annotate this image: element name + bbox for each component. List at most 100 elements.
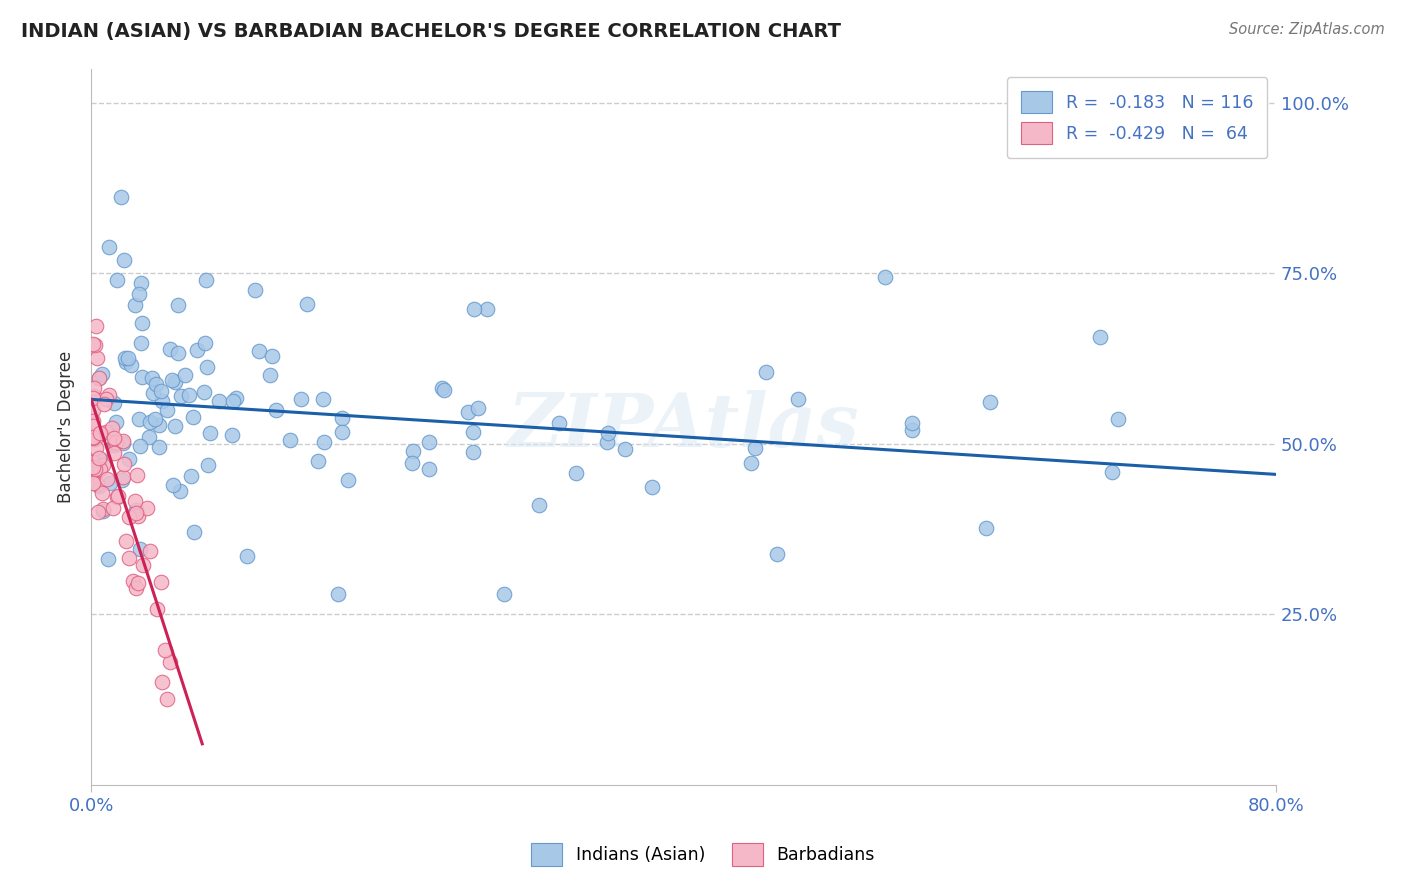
Point — [167, 345, 190, 359]
Point — [492, 587, 515, 601]
Point — [143, 411, 166, 425]
Point — [105, 490, 128, 504]
Point — [169, 484, 191, 499]
Point — [91, 458, 114, 473]
Point — [786, 392, 808, 406]
Point — [103, 445, 125, 459]
Point — [901, 423, 924, 437]
Point — [82, 402, 104, 417]
Point — [197, 458, 219, 472]
Point — [94, 425, 117, 439]
Point — [264, 402, 287, 417]
Point — [432, 381, 454, 395]
Point — [221, 428, 243, 442]
Point — [82, 336, 104, 351]
Point — [118, 551, 141, 566]
Point — [117, 452, 139, 467]
Point — [86, 318, 108, 333]
Point — [150, 394, 173, 409]
Point — [103, 395, 125, 409]
Point — [84, 338, 107, 352]
Point — [129, 335, 152, 350]
Point — [82, 455, 104, 469]
Point — [114, 355, 136, 369]
Point — [235, 549, 257, 564]
Point — [87, 505, 110, 519]
Point — [457, 405, 479, 419]
Point — [401, 443, 423, 458]
Point — [169, 388, 191, 402]
Point — [198, 425, 221, 440]
Point — [336, 473, 359, 487]
Point — [146, 602, 169, 616]
Point — [103, 500, 125, 515]
Point — [112, 436, 135, 450]
Point — [82, 391, 104, 405]
Point — [162, 477, 184, 491]
Point — [167, 298, 190, 312]
Point — [467, 401, 489, 416]
Point — [91, 504, 114, 518]
Point — [173, 368, 195, 382]
Point — [312, 392, 335, 406]
Point — [122, 574, 145, 588]
Point — [312, 434, 335, 449]
Point — [527, 498, 550, 512]
Point — [547, 417, 569, 431]
Point — [91, 501, 114, 516]
Point — [148, 418, 170, 433]
Point — [82, 476, 104, 491]
Point — [104, 435, 127, 450]
Point — [1090, 330, 1112, 344]
Point — [159, 342, 181, 356]
Point — [141, 371, 163, 385]
Point — [138, 429, 160, 443]
Point — [1107, 412, 1129, 426]
Point — [82, 460, 104, 475]
Text: ZIPAtlas: ZIPAtlas — [508, 391, 859, 463]
Point — [195, 360, 218, 375]
Point — [186, 343, 208, 358]
Point — [111, 473, 134, 487]
Point — [127, 575, 149, 590]
Point — [179, 388, 201, 402]
Point — [110, 190, 132, 204]
Point — [118, 509, 141, 524]
Point — [307, 453, 329, 467]
Point — [114, 457, 136, 471]
Point — [149, 575, 172, 590]
Point — [101, 421, 124, 435]
Point — [129, 277, 152, 291]
Point — [247, 344, 270, 359]
Point — [89, 370, 111, 384]
Point — [131, 316, 153, 330]
Point — [124, 494, 146, 508]
Point — [91, 367, 114, 381]
Point — [641, 481, 664, 495]
Point — [103, 431, 125, 445]
Point — [326, 587, 349, 601]
Point — [84, 467, 107, 482]
Point — [83, 432, 105, 446]
Point — [97, 552, 120, 566]
Point — [900, 416, 922, 430]
Point — [98, 240, 121, 254]
Point — [183, 524, 205, 539]
Point — [104, 416, 127, 430]
Point — [461, 425, 484, 440]
Point — [115, 533, 138, 548]
Point — [193, 385, 215, 400]
Point — [131, 370, 153, 384]
Point — [156, 692, 179, 706]
Point — [740, 456, 762, 470]
Point — [225, 391, 247, 405]
Point — [245, 283, 267, 297]
Legend: Indians (Asian), Barbadians: Indians (Asian), Barbadians — [524, 837, 882, 872]
Point — [401, 456, 423, 470]
Point — [86, 476, 108, 491]
Point — [104, 434, 127, 449]
Point — [565, 467, 588, 481]
Point — [463, 302, 485, 317]
Legend: R =  -0.183   N = 116, R =  -0.429   N =  64: R = -0.183 N = 116, R = -0.429 N = 64 — [1007, 78, 1267, 158]
Point — [278, 433, 301, 447]
